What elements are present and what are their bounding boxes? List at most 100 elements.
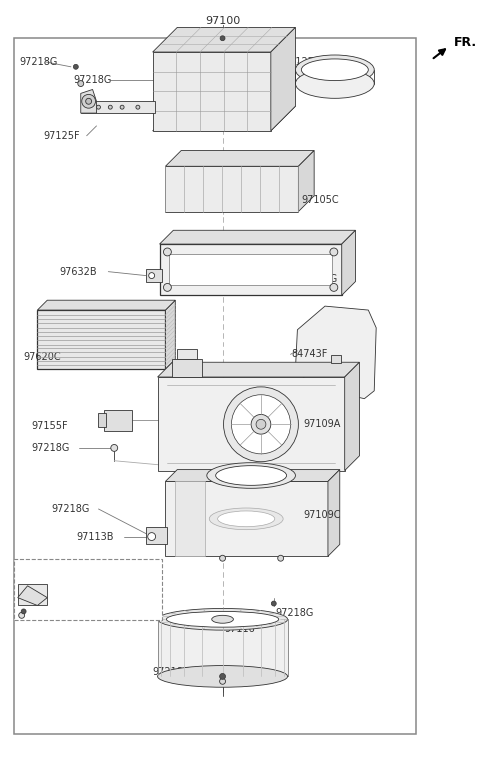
- Polygon shape: [271, 27, 296, 131]
- Polygon shape: [153, 27, 296, 52]
- Ellipse shape: [301, 59, 368, 80]
- Circle shape: [224, 387, 299, 462]
- Circle shape: [73, 64, 78, 70]
- Text: 97100: 97100: [205, 16, 240, 26]
- Ellipse shape: [167, 612, 279, 627]
- Ellipse shape: [212, 615, 233, 623]
- Bar: [331, 355, 341, 363]
- Circle shape: [220, 556, 226, 561]
- Circle shape: [164, 283, 171, 291]
- Polygon shape: [166, 481, 328, 556]
- Circle shape: [84, 105, 89, 109]
- Circle shape: [330, 283, 338, 291]
- Circle shape: [78, 80, 84, 86]
- Circle shape: [219, 474, 226, 481]
- Polygon shape: [157, 619, 288, 677]
- Circle shape: [220, 678, 226, 684]
- Ellipse shape: [157, 609, 288, 630]
- Text: 97632B: 97632B: [59, 266, 96, 276]
- Circle shape: [220, 36, 225, 41]
- Polygon shape: [159, 230, 356, 244]
- Polygon shape: [296, 306, 376, 399]
- Ellipse shape: [207, 463, 296, 488]
- Polygon shape: [166, 167, 299, 211]
- Circle shape: [85, 98, 92, 104]
- Polygon shape: [159, 244, 342, 295]
- Circle shape: [278, 556, 284, 561]
- Circle shape: [330, 248, 338, 256]
- Text: 97125F: 97125F: [43, 131, 80, 141]
- Polygon shape: [299, 151, 314, 211]
- Circle shape: [251, 414, 271, 435]
- Circle shape: [111, 444, 118, 451]
- Ellipse shape: [296, 55, 374, 85]
- Polygon shape: [157, 363, 360, 377]
- Polygon shape: [81, 89, 96, 113]
- Text: 97218G: 97218G: [51, 504, 90, 514]
- Text: 97105C: 97105C: [301, 195, 339, 204]
- Text: 97218G: 97218G: [20, 57, 58, 67]
- Circle shape: [231, 394, 290, 454]
- Ellipse shape: [217, 511, 275, 527]
- Text: 97113B: 97113B: [77, 531, 114, 541]
- Text: 97218G: 97218G: [32, 443, 70, 453]
- Text: 97218G: 97218G: [218, 476, 257, 487]
- Text: 97109C: 97109C: [303, 510, 341, 520]
- Ellipse shape: [216, 466, 287, 485]
- Circle shape: [96, 105, 100, 109]
- Text: 97218G: 97218G: [276, 609, 314, 618]
- Polygon shape: [18, 586, 47, 606]
- Polygon shape: [342, 230, 356, 295]
- Polygon shape: [345, 363, 360, 471]
- Text: 97127F: 97127F: [284, 57, 320, 67]
- Polygon shape: [157, 377, 345, 471]
- Polygon shape: [328, 469, 340, 556]
- Text: 97131G: 97131G: [300, 273, 337, 284]
- Polygon shape: [169, 254, 332, 285]
- Text: 97155F: 97155F: [32, 421, 68, 431]
- Circle shape: [21, 609, 26, 614]
- Ellipse shape: [209, 508, 283, 530]
- Bar: [98, 413, 107, 427]
- Polygon shape: [37, 301, 175, 310]
- Text: AUTO AIR CON): AUTO AIR CON): [20, 579, 89, 588]
- Polygon shape: [166, 469, 340, 481]
- Circle shape: [149, 273, 155, 279]
- Bar: [18, 584, 47, 606]
- Bar: [177, 350, 197, 360]
- Polygon shape: [153, 106, 296, 131]
- Circle shape: [148, 533, 156, 540]
- Circle shape: [19, 612, 24, 618]
- Circle shape: [271, 601, 276, 606]
- Polygon shape: [166, 151, 314, 167]
- Bar: [14, 559, 161, 620]
- Ellipse shape: [296, 69, 374, 98]
- Circle shape: [108, 105, 112, 109]
- Polygon shape: [153, 52, 271, 131]
- Circle shape: [120, 105, 124, 109]
- Bar: [104, 410, 132, 431]
- Text: 97109A: 97109A: [303, 419, 341, 429]
- Text: 97620C: 97620C: [24, 352, 61, 363]
- Text: 97121L: 97121L: [183, 57, 219, 67]
- Text: (W/DUAL FULL: (W/DUAL FULL: [20, 568, 84, 577]
- Polygon shape: [166, 301, 175, 369]
- Circle shape: [220, 674, 226, 679]
- Circle shape: [256, 419, 266, 429]
- Circle shape: [136, 105, 140, 109]
- Text: FR.: FR.: [454, 36, 477, 48]
- Bar: [146, 269, 161, 282]
- Bar: [146, 527, 168, 544]
- Circle shape: [82, 95, 96, 108]
- Bar: [14, 39, 416, 734]
- Text: 97176E: 97176E: [96, 590, 133, 600]
- Text: 84743F: 84743F: [291, 350, 328, 360]
- Text: 97218G: 97218G: [73, 75, 111, 85]
- Ellipse shape: [157, 665, 288, 687]
- Circle shape: [164, 248, 171, 256]
- Text: 97218G: 97218G: [152, 668, 191, 678]
- Text: 97116: 97116: [225, 624, 255, 634]
- Bar: [81, 101, 155, 113]
- Polygon shape: [37, 310, 166, 369]
- Bar: [172, 360, 202, 377]
